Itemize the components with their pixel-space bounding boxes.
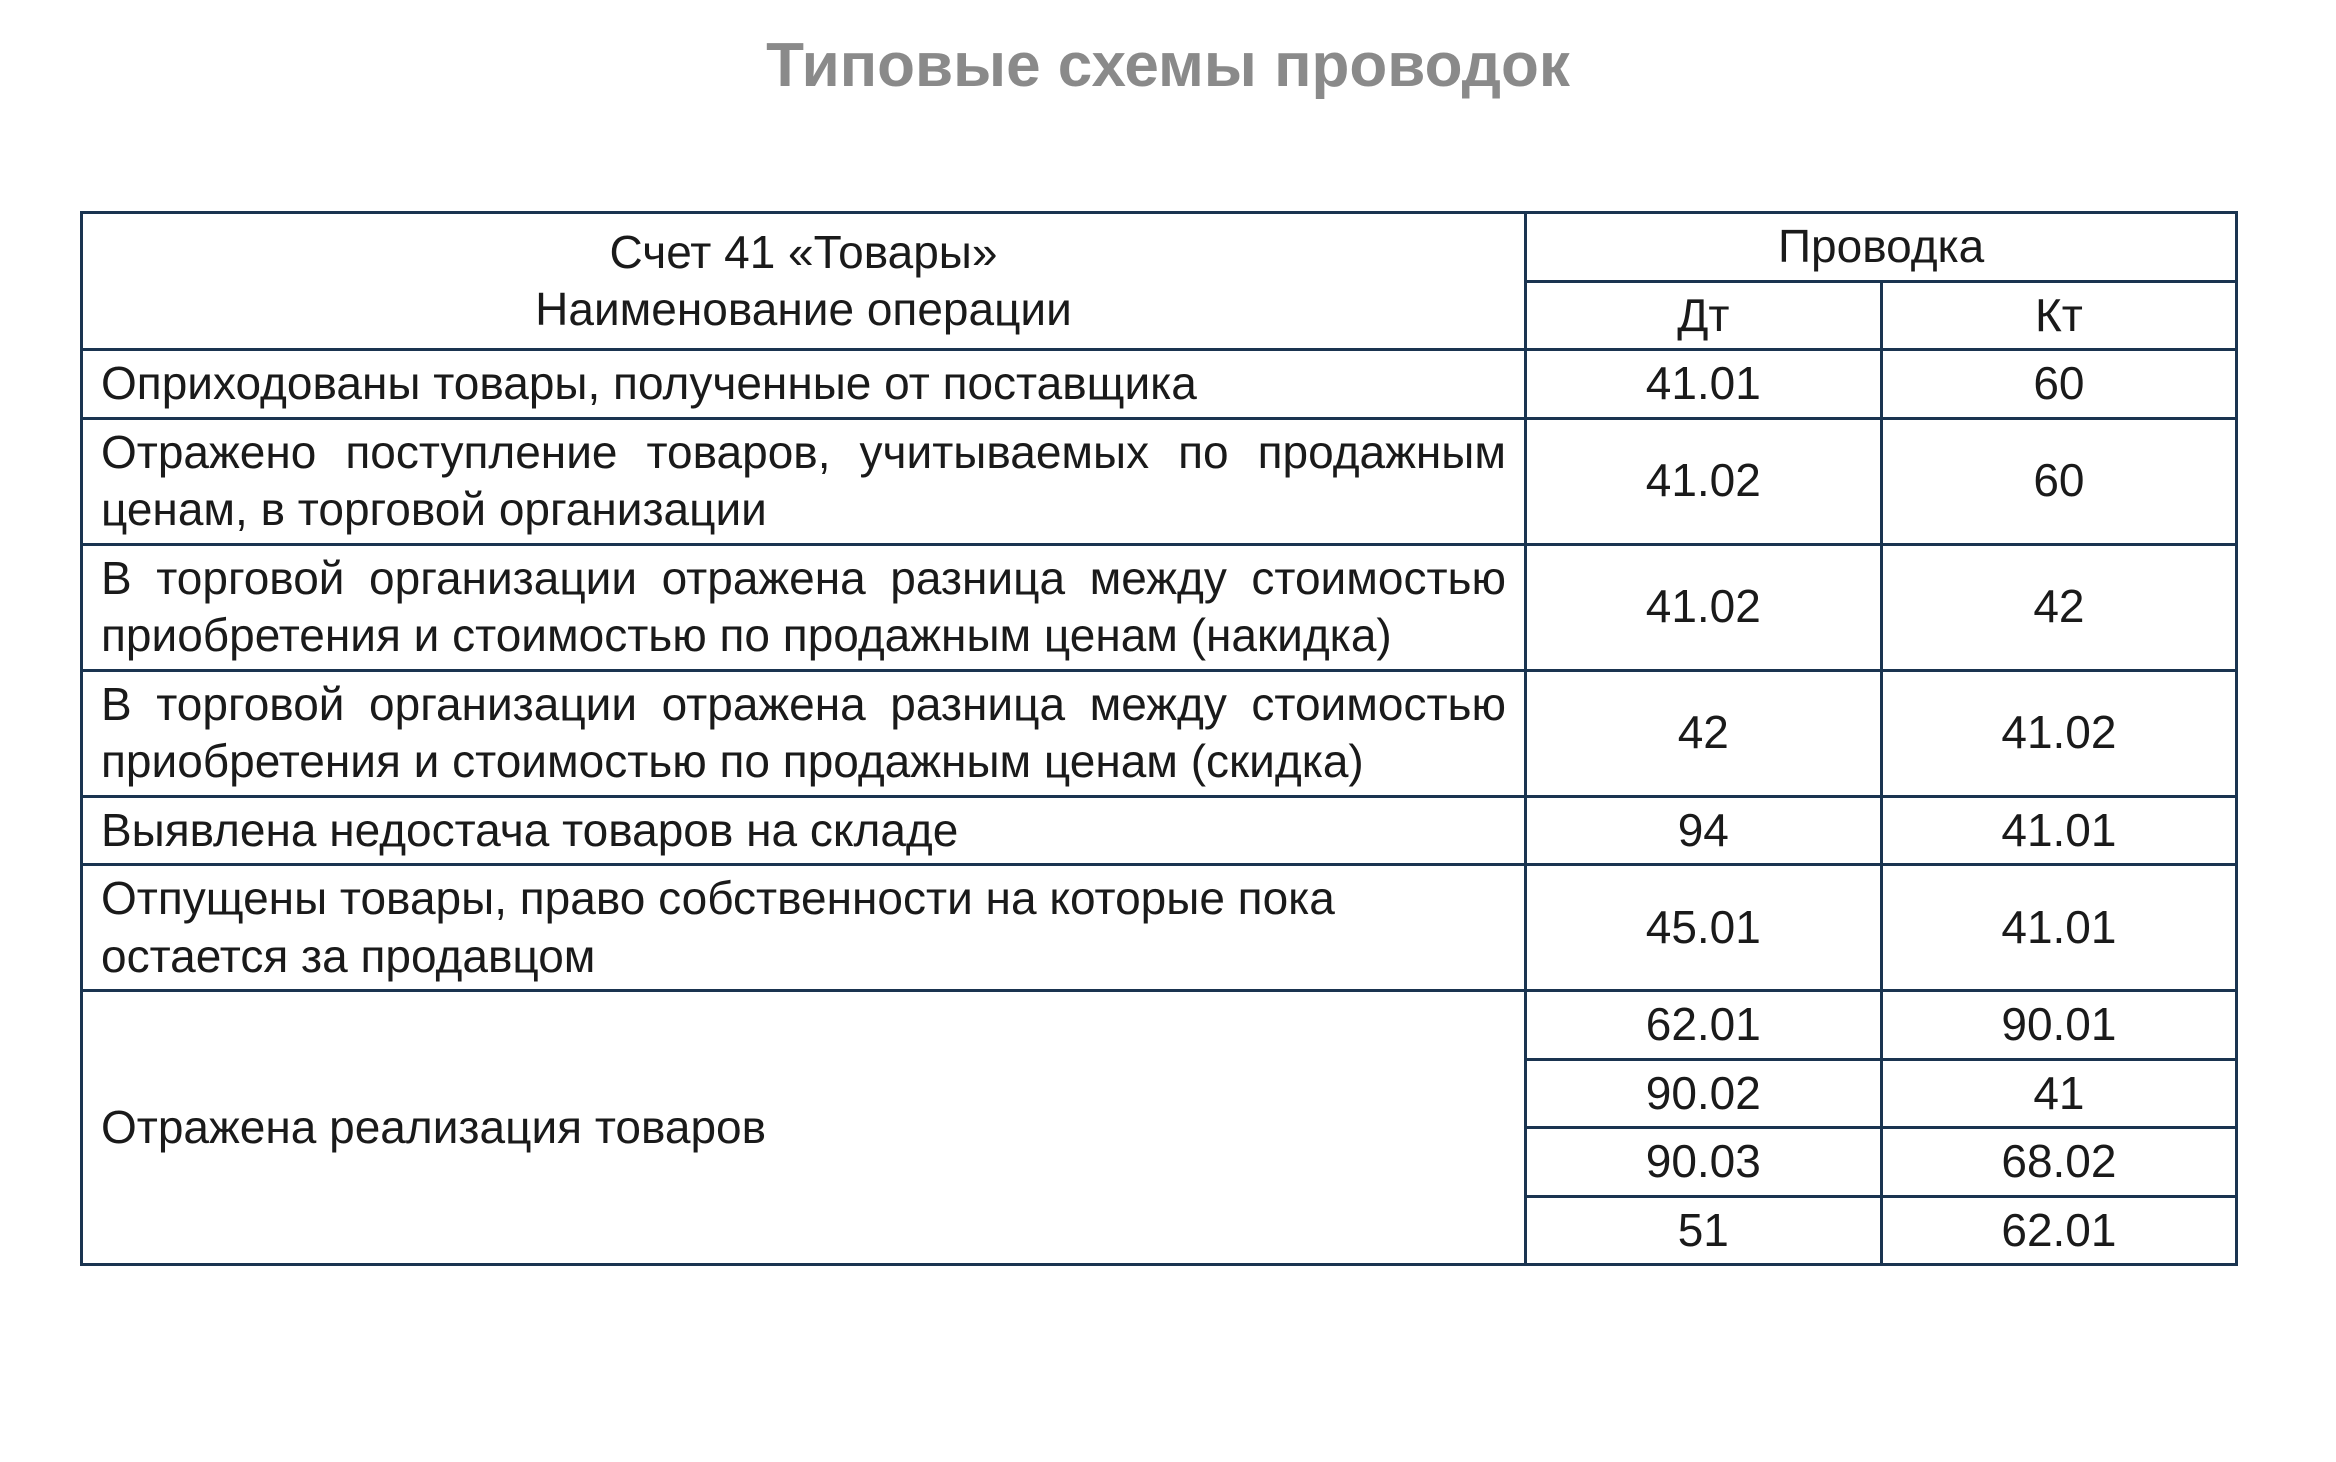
header-provodka: Проводка [1526, 213, 2237, 282]
header-kt: Кт [1881, 281, 2237, 350]
operation-name: Отпущены товары, право собственности на … [82, 865, 1526, 991]
kt-value: 90.01 [1881, 991, 2237, 1060]
dt-value: 62.01 [1526, 991, 1882, 1060]
kt-value: 41.02 [1881, 670, 2237, 796]
operation-name: Отражена реализация товаров [82, 991, 1526, 1265]
operation-name: В торговой организации отражена разница … [82, 544, 1526, 670]
dt-value: 41.02 [1526, 544, 1882, 670]
accounting-table: Счет 41 «Товары» Наименование операции П… [80, 211, 2238, 1266]
table-row: Оприходованы товары, полученные от поста… [82, 350, 2237, 419]
operation-name: Оприходованы товары, полученные от поста… [82, 350, 1526, 419]
header-name-line1: Счет 41 «Товары» [91, 224, 1516, 282]
operation-name: Отражено поступление товаров, учитываемы… [82, 418, 1526, 544]
table-row: В торговой организации отражена разница … [82, 544, 2237, 670]
operation-name: Выявлена недостача товаров на складе [82, 796, 1526, 865]
table-row: Отражено поступление товаров, учитываемы… [82, 418, 2237, 544]
page-title: Типовые схемы проводок [20, 30, 2316, 101]
kt-value: 62.01 [1881, 1196, 2237, 1265]
table-row: Выявлена недостача товаров на складе9441… [82, 796, 2237, 865]
dt-value: 41.02 [1526, 418, 1882, 544]
kt-value: 41.01 [1881, 796, 2237, 865]
dt-value: 42 [1526, 670, 1882, 796]
kt-value: 41 [1881, 1059, 2237, 1128]
kt-value: 60 [1881, 350, 2237, 419]
table-header: Счет 41 «Товары» Наименование операции П… [82, 213, 2237, 350]
table-body: Оприходованы товары, полученные от поста… [82, 350, 2237, 1265]
header-dt: Дт [1526, 281, 1882, 350]
dt-value: 41.01 [1526, 350, 1882, 419]
header-name: Счет 41 «Товары» Наименование операции [82, 213, 1526, 350]
operation-name: В торговой организации отражена разница … [82, 670, 1526, 796]
dt-value: 45.01 [1526, 865, 1882, 991]
table-row: Отпущены товары, право собственности на … [82, 865, 2237, 991]
header-name-line2: Наименование операции [91, 281, 1516, 339]
dt-value: 94 [1526, 796, 1882, 865]
kt-value: 42 [1881, 544, 2237, 670]
kt-value: 60 [1881, 418, 2237, 544]
dt-value: 90.03 [1526, 1128, 1882, 1197]
dt-value: 51 [1526, 1196, 1882, 1265]
dt-value: 90.02 [1526, 1059, 1882, 1128]
kt-value: 41.01 [1881, 865, 2237, 991]
kt-value: 68.02 [1881, 1128, 2237, 1197]
table-row: В торговой организации отражена разница … [82, 670, 2237, 796]
table-row: Отражена реализация товаров62.0190.01 [82, 991, 2237, 1060]
